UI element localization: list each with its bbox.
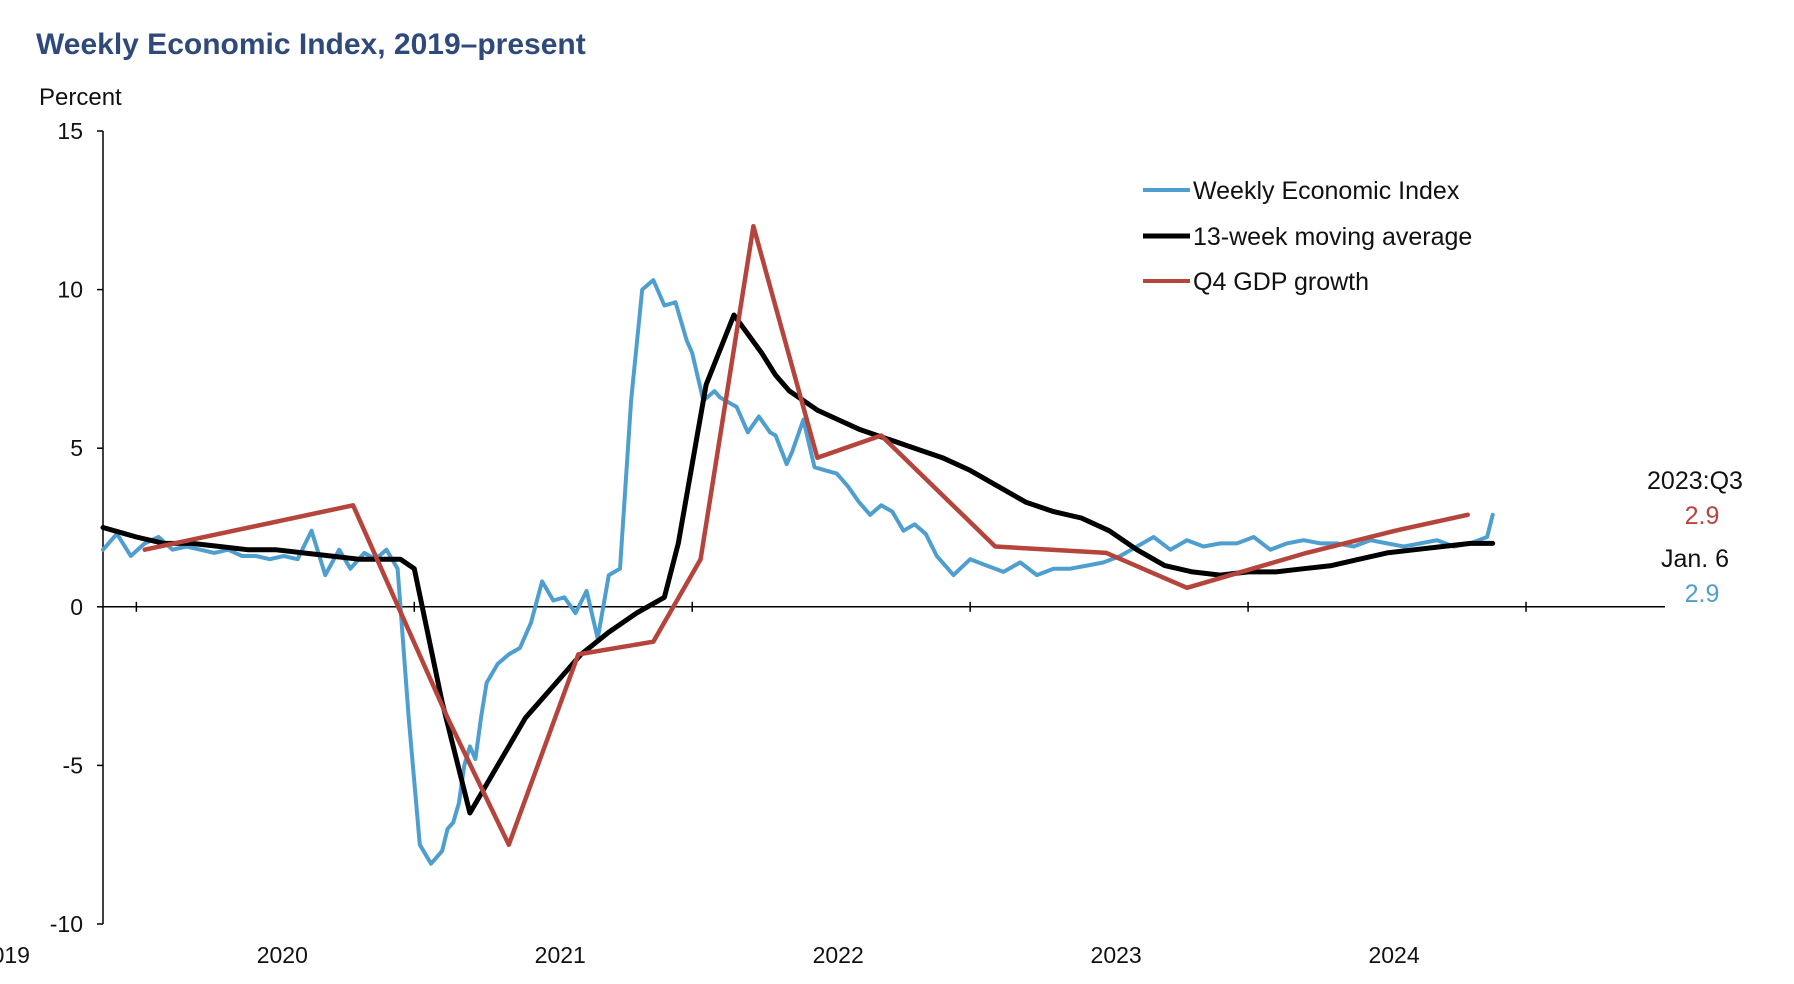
legend-label-wei: Weekly Economic Index — [1193, 177, 1460, 205]
y-tick-label: 15 — [57, 118, 83, 144]
wei-annotation-value: 2.9 — [1685, 580, 1720, 608]
legend-label-ma: 13-week moving average — [1193, 223, 1472, 251]
x-tick-label: 2022 — [813, 942, 864, 968]
legend: Weekly Economic Index 13-week moving ave… — [1143, 177, 1472, 296]
x-tick-label: 2023 — [1091, 942, 1142, 968]
wei-annotation-label: Jan. 6 — [1661, 545, 1729, 573]
y-tick-label: -5 — [63, 752, 83, 778]
y-tick-label: -10 — [50, 911, 83, 937]
x-tick-label: 2020 — [257, 942, 308, 968]
y-axis-label: Percent — [39, 84, 122, 111]
gdp-annotation-label: 2023:Q3 — [1647, 467, 1743, 495]
y-tick-labels: 15 10 5 0 -5 -10 — [50, 118, 83, 937]
x-tick-labels: 2019 2020 2021 2022 2023 2024 — [0, 942, 1420, 968]
legend-label-gdp: Q4 GDP growth — [1193, 268, 1369, 296]
series-lines — [100, 223, 1496, 866]
y-tick-label: 0 — [70, 594, 83, 620]
gdp-growth-line — [142, 223, 1470, 847]
x-tick-label: 2019 — [0, 942, 30, 968]
chart-title: Weekly Economic Index, 2019–present — [36, 28, 586, 61]
y-tick-label: 5 — [70, 435, 83, 461]
annotations: 2023:Q3 2.9 Jan. 6 2.9 — [1647, 467, 1743, 608]
x-tick-label: 2021 — [535, 942, 586, 968]
x-tick-label: 2024 — [1368, 942, 1419, 968]
gdp-annotation-value: 2.9 — [1685, 502, 1720, 530]
y-tick-label: 10 — [57, 277, 83, 303]
